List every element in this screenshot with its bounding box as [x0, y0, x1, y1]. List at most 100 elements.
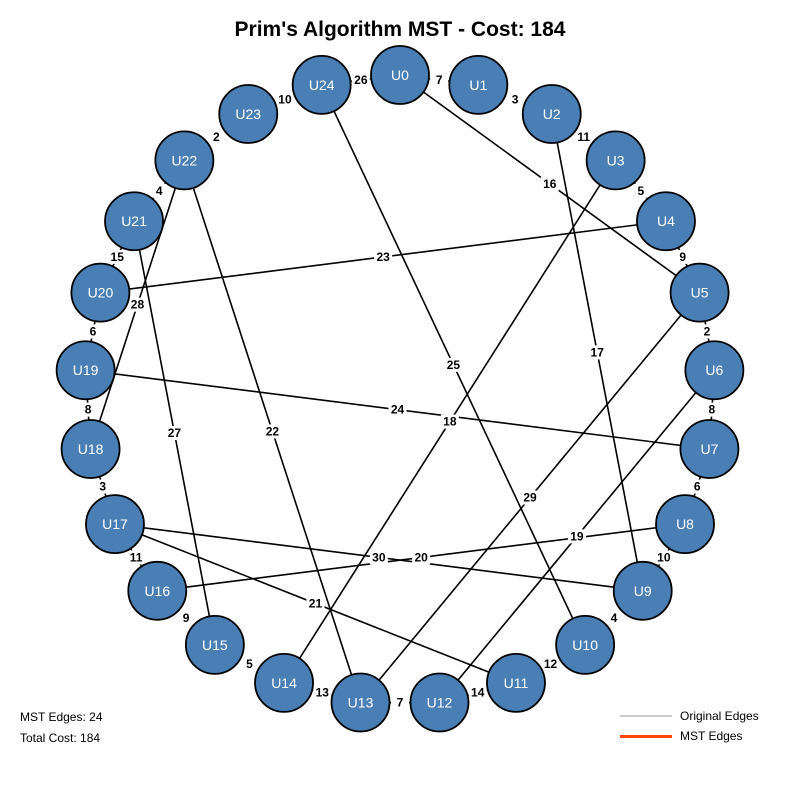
node-u0: U0 — [370, 45, 430, 105]
edge-weight-label: 24 — [391, 403, 405, 417]
edge-weight-bg — [468, 685, 487, 700]
node-u21: U21 — [104, 191, 164, 252]
node-label: U24 — [309, 77, 335, 93]
edge-weight-label: 22 — [266, 424, 280, 438]
edge-weight-label: 20 — [414, 550, 428, 564]
node-label: U23 — [235, 106, 261, 122]
edge-weight-bg — [128, 297, 147, 312]
node-label: U17 — [102, 516, 128, 532]
edge-weight-bg — [84, 324, 103, 339]
node-circle — [486, 652, 546, 713]
node-circle — [127, 560, 188, 621]
edge-weight-bg — [374, 249, 393, 264]
node-label: U3 — [607, 152, 625, 168]
node-circle — [612, 560, 673, 621]
node-label: U22 — [172, 152, 198, 168]
node-label: U8 — [676, 516, 694, 532]
node-u5: U5 — [669, 262, 730, 323]
edge-weight-bg — [412, 550, 431, 565]
node-circle — [521, 84, 582, 144]
edge-weight-bg — [588, 345, 607, 360]
edge-weight-bg — [631, 183, 650, 198]
edge-weight-label: 8 — [709, 403, 716, 417]
node-u8: U8 — [655, 494, 715, 555]
node-label: U21 — [121, 213, 147, 229]
edge-weight-bg — [388, 402, 407, 417]
edge-weight-label: 27 — [168, 426, 182, 440]
node-circle — [448, 54, 509, 115]
edge-weight-label: 5 — [637, 184, 644, 198]
edge-weight-bg — [306, 596, 325, 611]
node-u11: U11 — [486, 652, 546, 713]
legend-label-mst: MST Edges — [680, 729, 743, 743]
nodes-layer: U0 U1 U2 U3 U4 U5 U6 U7 U8 U9 U10 U11 U12 U13 U14 U15 U1… — [55, 45, 745, 733]
node-label: U2 — [543, 106, 561, 122]
edge-weight-label: 30 — [372, 550, 386, 564]
edge-weight-bg — [604, 610, 623, 625]
node-label: U15 — [202, 637, 228, 653]
edge-weight-bg — [697, 324, 716, 339]
node-u4: U4 — [636, 191, 696, 252]
edge-weight-label: 23 — [377, 250, 391, 264]
edge-weight-label: 4 — [611, 611, 618, 625]
node-label: U5 — [691, 285, 709, 301]
edge-weight-label: 18 — [443, 415, 457, 429]
legend-item-mst-edges: MST Edges — [620, 726, 759, 746]
edge-weight-label: 25 — [447, 358, 461, 372]
edge-weight-bg — [702, 402, 721, 417]
node-label: U7 — [700, 441, 718, 457]
node-label: U11 — [504, 675, 529, 691]
edge-weight-label: 12 — [544, 657, 558, 671]
node-u15: U15 — [184, 614, 245, 675]
edge-weight-label: 2 — [213, 130, 220, 144]
node-u22: U22 — [154, 130, 215, 191]
node-u17: U17 — [85, 494, 145, 555]
edge-weight-label: 3 — [99, 480, 106, 494]
edge-weight-bg — [567, 529, 586, 544]
edge-weight-bg — [177, 610, 196, 625]
node-u24: U24 — [291, 54, 352, 115]
edge-weight-label: 29 — [523, 491, 537, 505]
node-label: U16 — [144, 583, 170, 599]
edge-weight-bg — [673, 249, 692, 264]
node-label: U13 — [348, 695, 374, 711]
edge-weight-bg — [521, 490, 540, 505]
edge-weight-bg — [541, 656, 560, 671]
edge-weight-bg — [654, 550, 673, 565]
edge-weight-label: 11 — [577, 130, 590, 144]
edge-weight-label: 7 — [436, 73, 443, 87]
edge-weight-label: 28 — [131, 298, 145, 312]
node-circle — [585, 130, 646, 191]
node-u13: U13 — [330, 672, 391, 733]
node-u14: U14 — [254, 652, 314, 713]
edge-weight-label: 10 — [657, 550, 671, 564]
edge-weight-bg — [440, 414, 459, 429]
edge-weight-bg — [275, 92, 294, 107]
node-u19: U19 — [55, 340, 116, 401]
node-label: U9 — [634, 583, 652, 599]
edge-weights-layer: 7311592861041214713591138615421026161718… — [79, 72, 721, 710]
node-label: U14 — [271, 675, 297, 691]
node-circle — [679, 419, 740, 479]
edge-weight-label: 13 — [316, 686, 330, 700]
edge-weight-bg — [93, 479, 112, 494]
edge-weight-label: 9 — [679, 250, 686, 264]
edge-weight-label: 2 — [704, 324, 711, 338]
node-label: U19 — [73, 362, 99, 378]
edge-weight-bg — [369, 550, 388, 565]
edge-weight-bg — [127, 550, 146, 565]
edge-weight-label: 6 — [694, 480, 701, 494]
chart-title: Prim's Algorithm MST - Cost: 184 — [234, 18, 566, 41]
edge-weight-label: 15 — [111, 250, 125, 264]
edge-weight-bg — [391, 695, 409, 710]
edge-weight-label: 3 — [512, 92, 519, 106]
node-u12: U12 — [409, 672, 470, 733]
node-circle — [555, 614, 616, 675]
edge-weight-label: 21 — [309, 597, 323, 611]
node-circle — [370, 45, 430, 105]
node-circle — [330, 672, 391, 733]
node-circle — [85, 494, 145, 555]
node-u3: U3 — [585, 130, 646, 191]
node-u20: U20 — [70, 262, 131, 323]
edge-weight-label: 26 — [354, 73, 368, 87]
